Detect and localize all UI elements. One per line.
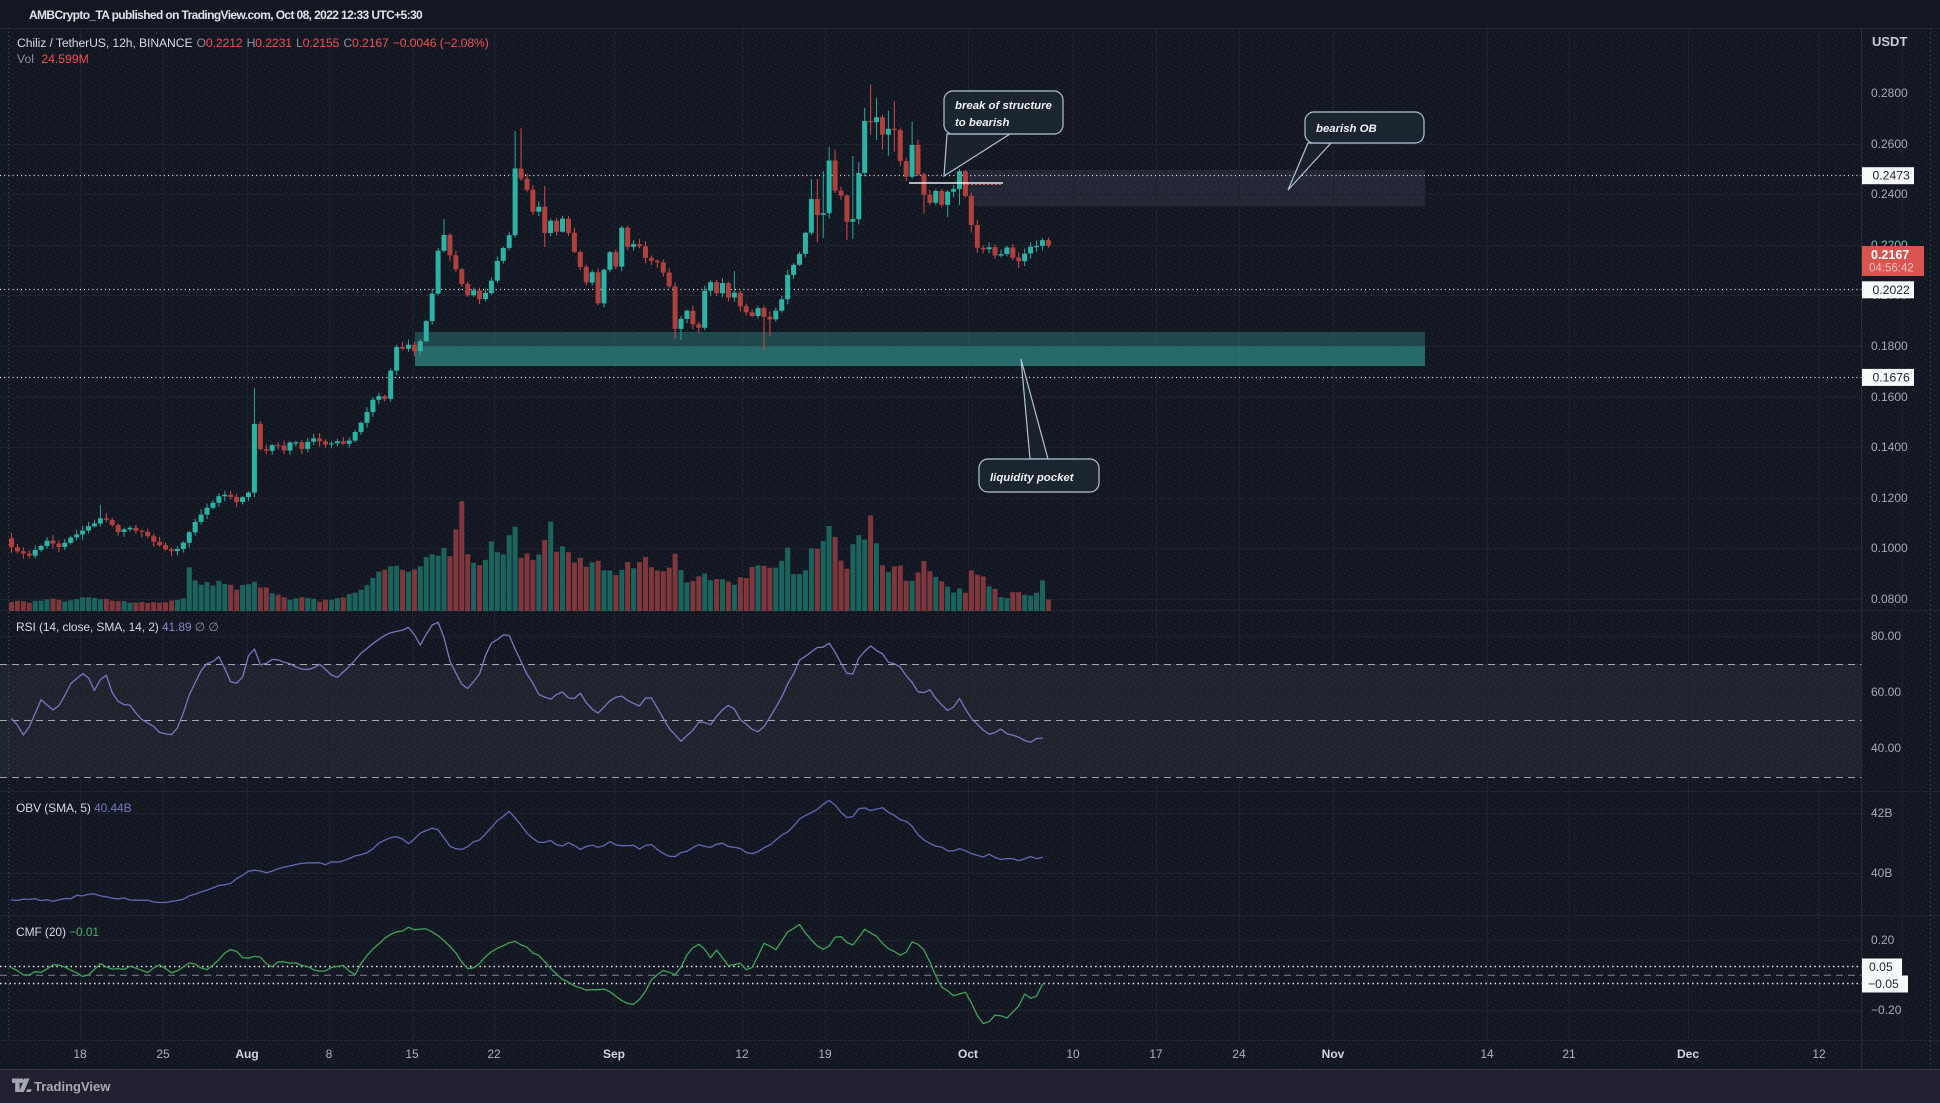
svg-text:Sep: Sep	[603, 1047, 625, 1061]
svg-text:bearish OB: bearish OB	[1316, 123, 1377, 135]
svg-text:0.2167: 0.2167	[1871, 248, 1909, 262]
svg-text:0.20: 0.20	[1871, 933, 1895, 947]
svg-text:−0.05: −0.05	[1868, 977, 1899, 991]
svg-text:Vol 24.599M: Vol 24.599M	[17, 52, 89, 66]
svg-text:0.2800: 0.2800	[1871, 86, 1908, 100]
svg-text:8: 8	[326, 1047, 333, 1061]
svg-text:Aug: Aug	[235, 1047, 258, 1061]
svg-text:40.00: 40.00	[1871, 741, 1901, 755]
svg-text:80.00: 80.00	[1871, 629, 1901, 643]
svg-text:0.0800: 0.0800	[1871, 592, 1908, 606]
svg-text:22: 22	[487, 1047, 501, 1061]
svg-text:Chiliz / TetherUS, 12h, BINANC: Chiliz / TetherUS, 12h, BINANCE O0.2212 H0…	[17, 36, 489, 50]
svg-text:21: 21	[1562, 1047, 1576, 1061]
svg-text:0.2400: 0.2400	[1871, 187, 1908, 201]
svg-text:AMBCrypto_TA published on Trad: AMBCrypto_TA published on TradingView.co…	[29, 8, 423, 22]
svg-text:USDT: USDT	[1872, 34, 1907, 49]
svg-text:−0.20: −0.20	[1871, 1003, 1902, 1017]
svg-text:0.2600: 0.2600	[1871, 137, 1908, 151]
svg-text:Nov: Nov	[1322, 1047, 1345, 1061]
svg-text:17: 17	[1149, 1047, 1163, 1061]
svg-text:0.05: 0.05	[1869, 960, 1893, 974]
svg-text:60.00: 60.00	[1871, 685, 1901, 699]
svg-text:10: 10	[1066, 1047, 1080, 1061]
svg-text:0.1676: 0.1676	[1873, 370, 1910, 384]
svg-text:14: 14	[1480, 1047, 1494, 1061]
svg-text:RSI (14, close, SMA, 14, 2) 41: RSI (14, close, SMA, 14, 2) 41.89 ∅ ∅	[16, 620, 219, 634]
svg-text:12: 12	[1812, 1047, 1826, 1061]
svg-text:0.1800: 0.1800	[1871, 339, 1908, 353]
svg-text:0.2022: 0.2022	[1873, 283, 1910, 297]
svg-text:to bearish: to bearish	[955, 117, 1009, 129]
svg-text:0.2473: 0.2473	[1873, 169, 1910, 183]
svg-text:42B: 42B	[1871, 806, 1892, 820]
svg-text:24: 24	[1232, 1047, 1246, 1061]
svg-text:0.1200: 0.1200	[1871, 491, 1908, 505]
svg-text:0.1600: 0.1600	[1871, 390, 1908, 404]
svg-text:break of structure: break of structure	[955, 100, 1053, 112]
svg-text:40B: 40B	[1871, 866, 1892, 880]
svg-text:0.1400: 0.1400	[1871, 440, 1908, 454]
svg-text:04:56:42: 04:56:42	[1869, 263, 1914, 275]
svg-text:Oct: Oct	[958, 1047, 978, 1061]
svg-text:18: 18	[73, 1047, 87, 1061]
svg-text:25: 25	[156, 1047, 170, 1061]
svg-text:Dec: Dec	[1677, 1047, 1699, 1061]
svg-text:12: 12	[735, 1047, 749, 1061]
svg-text:15: 15	[405, 1047, 419, 1061]
svg-text:CMF (20) −0.01: CMF (20) −0.01	[16, 925, 99, 939]
svg-text:19: 19	[818, 1047, 832, 1061]
svg-text:liquidity pocket: liquidity pocket	[990, 472, 1075, 484]
svg-text:TradingView: TradingView	[34, 1079, 111, 1094]
svg-text:0.1000: 0.1000	[1871, 541, 1908, 555]
svg-text:OBV (SMA, 5) 40.44B: OBV (SMA, 5) 40.44B	[16, 801, 132, 815]
